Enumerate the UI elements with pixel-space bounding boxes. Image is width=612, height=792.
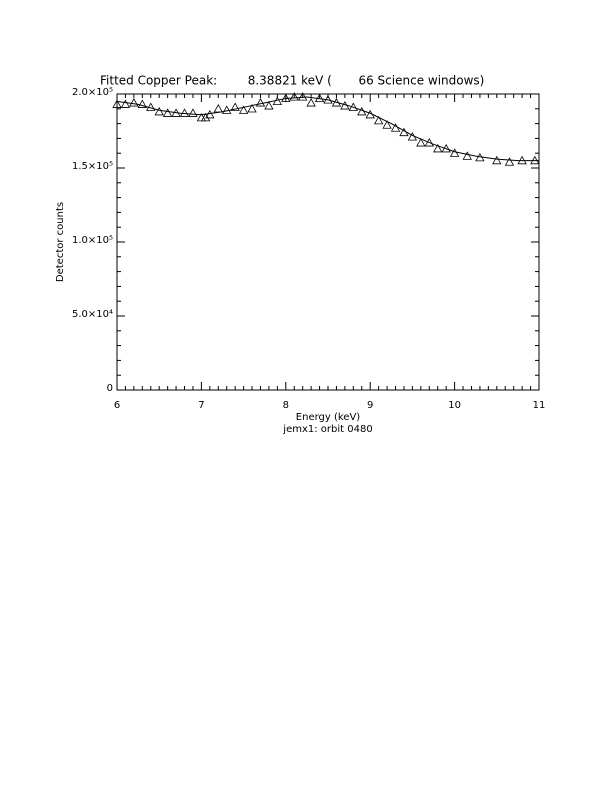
data-point [112, 99, 122, 108]
data-point [154, 106, 164, 116]
data-point [247, 103, 257, 113]
data-point [137, 99, 147, 108]
subtitle: jemx1: orbit 0480 [282, 424, 372, 435]
data-point [120, 99, 131, 108]
data-point [449, 148, 460, 157]
data-point [433, 143, 443, 153]
fit-line [116, 96, 539, 162]
data-point [504, 157, 515, 166]
data-point [492, 155, 502, 165]
y-tick-label: 0 [107, 383, 113, 394]
data-point [200, 112, 211, 122]
data-point [129, 98, 139, 107]
data-point [238, 105, 249, 114]
y-axis-label: Detector counts [55, 202, 66, 282]
data-point [188, 108, 198, 117]
x-tick-label: 11 [533, 400, 546, 411]
data-point [162, 108, 173, 117]
data-point [373, 115, 384, 125]
data-point [230, 102, 240, 111]
x-tick-label: 10 [448, 400, 461, 411]
x-tick-label: 6 [114, 400, 120, 411]
y-tick-label: 2.0×10⁵ [72, 87, 113, 98]
x-tick-label: 7 [198, 400, 204, 411]
data-point [306, 98, 316, 107]
data-point [424, 138, 434, 147]
data-point [264, 101, 274, 110]
data-point [289, 92, 299, 101]
y-tick-label: 1.0×10⁵ [72, 235, 113, 246]
data-point [255, 98, 266, 107]
y-tick-label: 5.0×10⁴ [72, 309, 113, 320]
data-point [179, 108, 190, 117]
x-tick-label: 8 [283, 400, 289, 411]
data-point [382, 120, 392, 129]
x-tick-label: 9 [367, 400, 373, 411]
chart-title: Fitted Copper Peak: 8.38821 keV ( 66 Sci… [100, 74, 484, 88]
x-axis-label: Energy (keV) [296, 412, 361, 423]
data-point [298, 92, 308, 101]
y-tick-label: 1.5×10⁵ [72, 161, 113, 172]
data-point [222, 105, 232, 114]
data-point [462, 151, 472, 160]
data-point [416, 138, 426, 147]
